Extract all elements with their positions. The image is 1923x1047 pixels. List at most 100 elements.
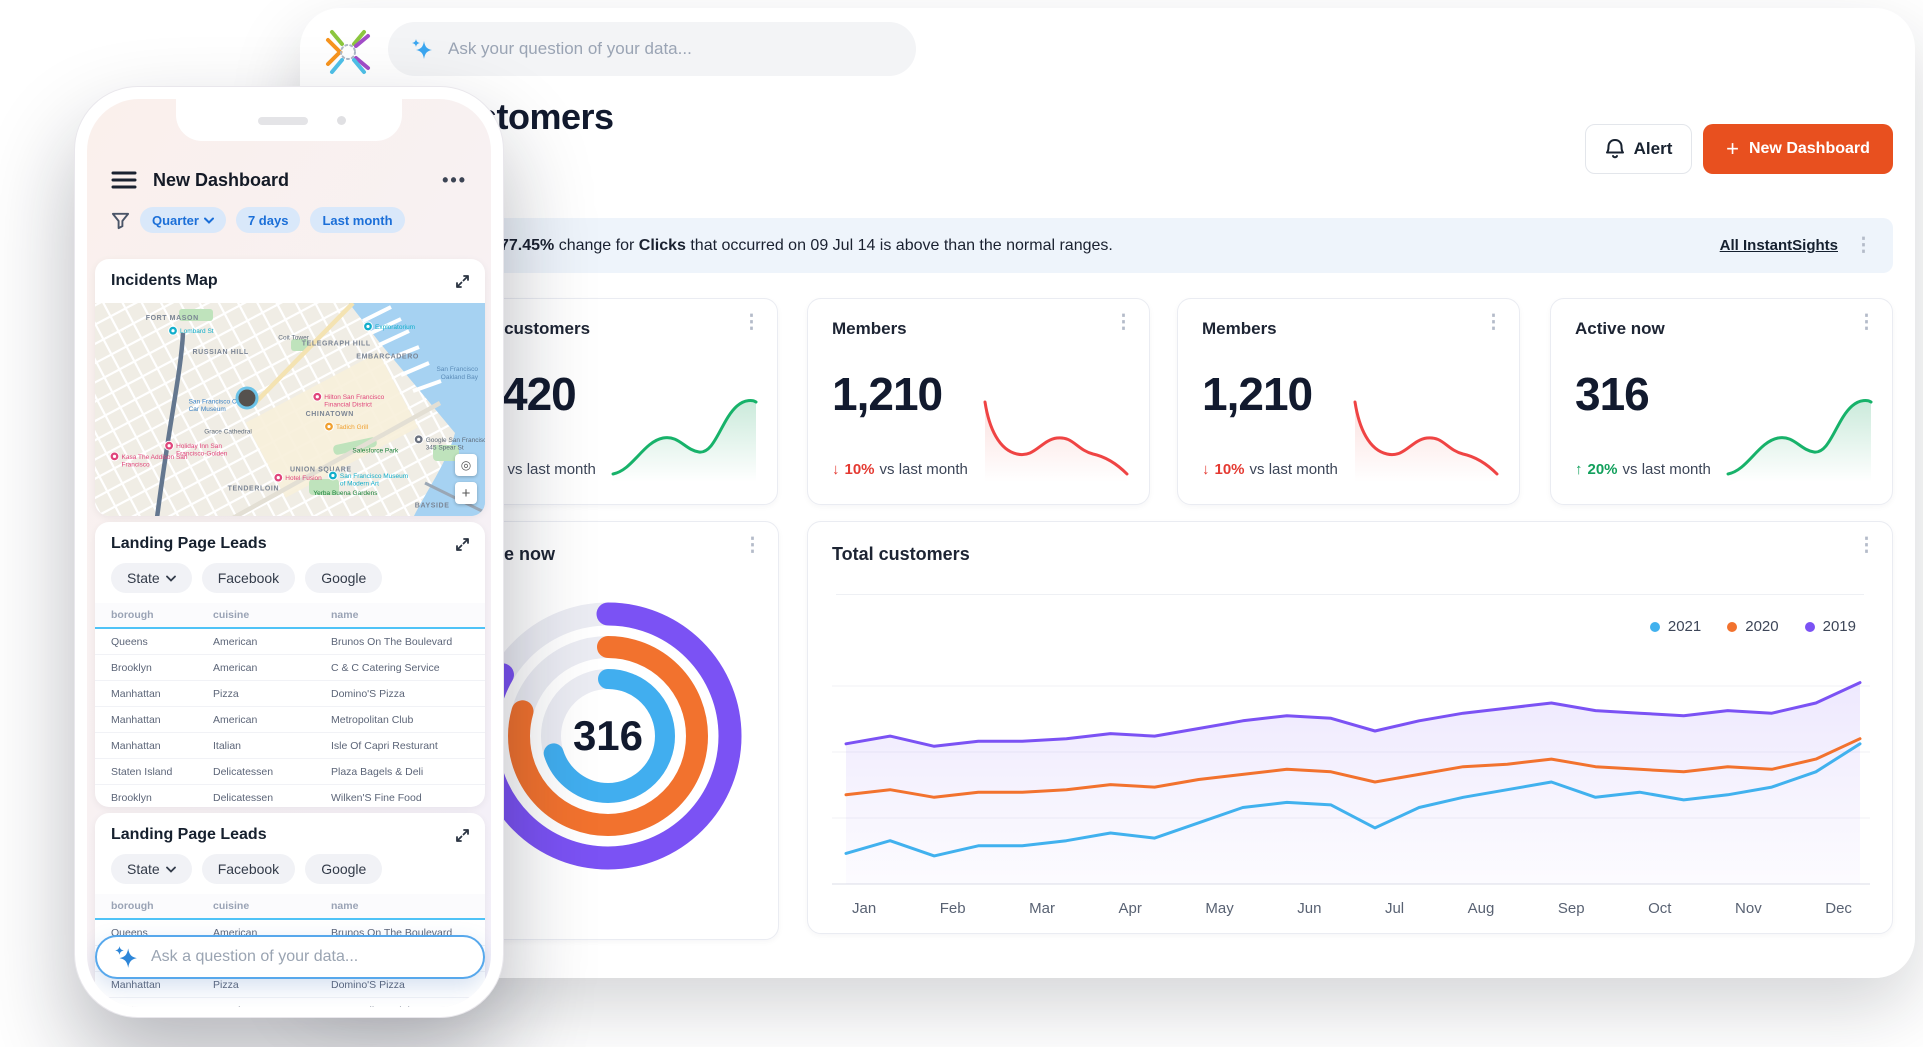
filter-chip-7days[interactable]: 7 days bbox=[235, 207, 301, 233]
table-row[interactable]: Queens American Brunos On The Boulevard bbox=[95, 628, 485, 655]
expand-icon[interactable] bbox=[455, 537, 470, 552]
x-tick-Jun: Jun bbox=[1297, 900, 1322, 917]
svg-text:Francisco: Francisco bbox=[122, 461, 151, 468]
chart-kebab-icon[interactable]: ⋮ bbox=[1857, 535, 1876, 556]
map-area-label: BAYSIDE bbox=[415, 502, 450, 509]
phone-mockup: New Dashboard ••• Quarter 7 days Last mo… bbox=[74, 86, 504, 1018]
alert-button[interactable]: Alert bbox=[1585, 124, 1692, 174]
banner-kebab-icon[interactable]: ⋮ bbox=[1854, 235, 1873, 256]
phone-speaker bbox=[258, 117, 308, 125]
x-tick-Dec: Dec bbox=[1825, 900, 1852, 917]
hamburger-menu-icon[interactable] bbox=[111, 170, 137, 190]
table-row[interactable]: Manhattan Italian Isle Of Capri Resturant bbox=[95, 732, 485, 759]
filter-chip-lastmonth[interactable]: Last month bbox=[310, 207, 405, 233]
filter-chip-quarter[interactable]: Quarter bbox=[140, 207, 226, 233]
chip-google[interactable]: Google bbox=[305, 563, 383, 593]
map-locate-button[interactable]: ◎ bbox=[455, 454, 477, 476]
svg-text:San Francisco Cable: San Francisco Cable bbox=[189, 398, 250, 405]
col-borough[interactable]: borough bbox=[95, 603, 213, 629]
map-card-title: Incidents Map bbox=[111, 272, 218, 289]
kpi-kebab-icon[interactable]: ⋮ bbox=[1114, 312, 1133, 333]
sparkline-down bbox=[983, 400, 1129, 482]
kpi-kebab-icon[interactable]: ⋮ bbox=[1484, 312, 1503, 333]
chevron-down-icon bbox=[165, 575, 176, 582]
x-tick-Nov: Nov bbox=[1735, 900, 1762, 917]
filter-funnel-icon[interactable] bbox=[111, 211, 130, 230]
chip-google[interactable]: Google bbox=[305, 854, 383, 884]
x-tick-May: May bbox=[1205, 900, 1234, 917]
svg-text:Car Museum: Car Museum bbox=[189, 406, 226, 413]
expand-icon[interactable] bbox=[455, 274, 470, 289]
legend-item-2021[interactable]: 2021 bbox=[1649, 618, 1701, 635]
legend-item-2020[interactable]: 2020 bbox=[1727, 618, 1779, 635]
map-zoom-in-button[interactable]: + bbox=[455, 482, 477, 504]
leads-table: borough cuisine name Queens American Bruno… bbox=[95, 603, 485, 807]
legend-dot bbox=[1804, 621, 1815, 632]
x-tick-Sep: Sep bbox=[1557, 900, 1585, 917]
map-area-label: FORT MASON bbox=[146, 315, 199, 322]
svg-text:Google San Francisco: Google San Francisco bbox=[426, 437, 485, 444]
donut-ring-1 bbox=[508, 636, 708, 836]
table-row[interactable]: Brooklyn Delicatessen Wilken'S Fine Food bbox=[95, 784, 485, 807]
all-instantsights-link[interactable]: All InstantSights bbox=[1719, 237, 1838, 254]
map-poi: Salesforce Park bbox=[352, 447, 399, 454]
map-area-label: TELEGRAPH HILL bbox=[302, 341, 371, 348]
chip-state[interactable]: State bbox=[111, 854, 192, 884]
legend-dot bbox=[1649, 621, 1660, 632]
svg-text:Grace Cathedral: Grace Cathedral bbox=[204, 428, 252, 435]
svg-text:Yerba Buena Gardens: Yerba Buena Gardens bbox=[313, 490, 378, 497]
svg-text:Francisco-Golden: Francisco-Golden bbox=[176, 451, 228, 458]
svg-text:Hotel Fusion: Hotel Fusion bbox=[285, 475, 322, 482]
col-cuisine[interactable]: cuisine bbox=[213, 603, 331, 629]
table-row[interactable]: Manhattan Pizza Domino'S Pizza bbox=[95, 680, 485, 707]
plus-icon: + bbox=[1726, 136, 1739, 161]
kpi-kebab-icon[interactable]: ⋮ bbox=[1857, 312, 1876, 333]
sparkline-up bbox=[611, 399, 758, 482]
chip-facebook[interactable]: Facebook bbox=[201, 854, 296, 884]
col-borough[interactable]: borough bbox=[95, 894, 213, 920]
legend-item-2019[interactable]: 2019 bbox=[1804, 618, 1856, 635]
donut-kebab-icon[interactable]: ⋮ bbox=[743, 535, 762, 556]
map-area-label: CHINATOWN bbox=[306, 411, 354, 418]
search-input[interactable]: Ask your question of your data... bbox=[388, 22, 916, 76]
table-row[interactable]: Staten Island Delicatessen Plaza Bagels & … bbox=[95, 758, 485, 785]
x-tick-Mar: Mar bbox=[1029, 900, 1055, 917]
insight-text: 77.45% change for Clicks that occurred o… bbox=[500, 236, 1113, 254]
svg-text:Holiday Inn San: Holiday Inn San bbox=[176, 443, 222, 450]
col-name[interactable]: name bbox=[331, 894, 485, 920]
search-placeholder: Ask your question of your data... bbox=[448, 39, 692, 58]
kpi-title: Active now bbox=[1575, 319, 1665, 338]
col-cuisine[interactable]: cuisine bbox=[213, 894, 331, 920]
arrow-up-icon: ↑ bbox=[1575, 461, 1583, 478]
expand-icon[interactable] bbox=[455, 828, 470, 843]
line-chart bbox=[832, 681, 1870, 885]
map-avatar-marker bbox=[235, 386, 259, 410]
total-customers-chart-card: Total customers ⋮ 2021 2020 2019 Jan Feb Mar… bbox=[807, 521, 1893, 934]
svg-text:Kasa The Addison San: Kasa The Addison San bbox=[122, 454, 188, 461]
chart-legend: 2021 2020 2019 bbox=[1649, 618, 1856, 635]
phone-notch bbox=[176, 99, 402, 141]
map-poi: Tadich Grill bbox=[324, 421, 369, 432]
map[interactable]: FORT MASON RUSSIAN HILL TELEGRAPH HILL EMBA… bbox=[95, 259, 485, 516]
kpi-kebab-icon[interactable]: ⋮ bbox=[742, 312, 761, 333]
kpi-card-members-2: Members ⋮ 1,210 ↓ 10% vs last month bbox=[1177, 298, 1520, 505]
new-dashboard-button[interactable]: + New Dashboard bbox=[1703, 124, 1893, 174]
col-name[interactable]: name bbox=[331, 603, 485, 629]
insight-banner: 77.45% change for Clicks that occurred o… bbox=[460, 218, 1893, 273]
svg-text:Oakland Bay: Oakland Bay bbox=[441, 374, 479, 381]
brand-logo-icon bbox=[326, 30, 370, 74]
sparkline-down bbox=[1353, 400, 1499, 482]
legend-dot bbox=[1727, 621, 1738, 632]
chip-facebook[interactable]: Facebook bbox=[201, 563, 296, 593]
phone-more-icon[interactable]: ••• bbox=[442, 169, 467, 190]
map-area-label: TENDERLOIN bbox=[228, 485, 280, 492]
svg-text:Lombard St: Lombard St bbox=[180, 328, 214, 335]
chip-state[interactable]: State bbox=[111, 563, 192, 593]
ask-question-input[interactable]: Ask a question of your data... bbox=[95, 935, 485, 979]
